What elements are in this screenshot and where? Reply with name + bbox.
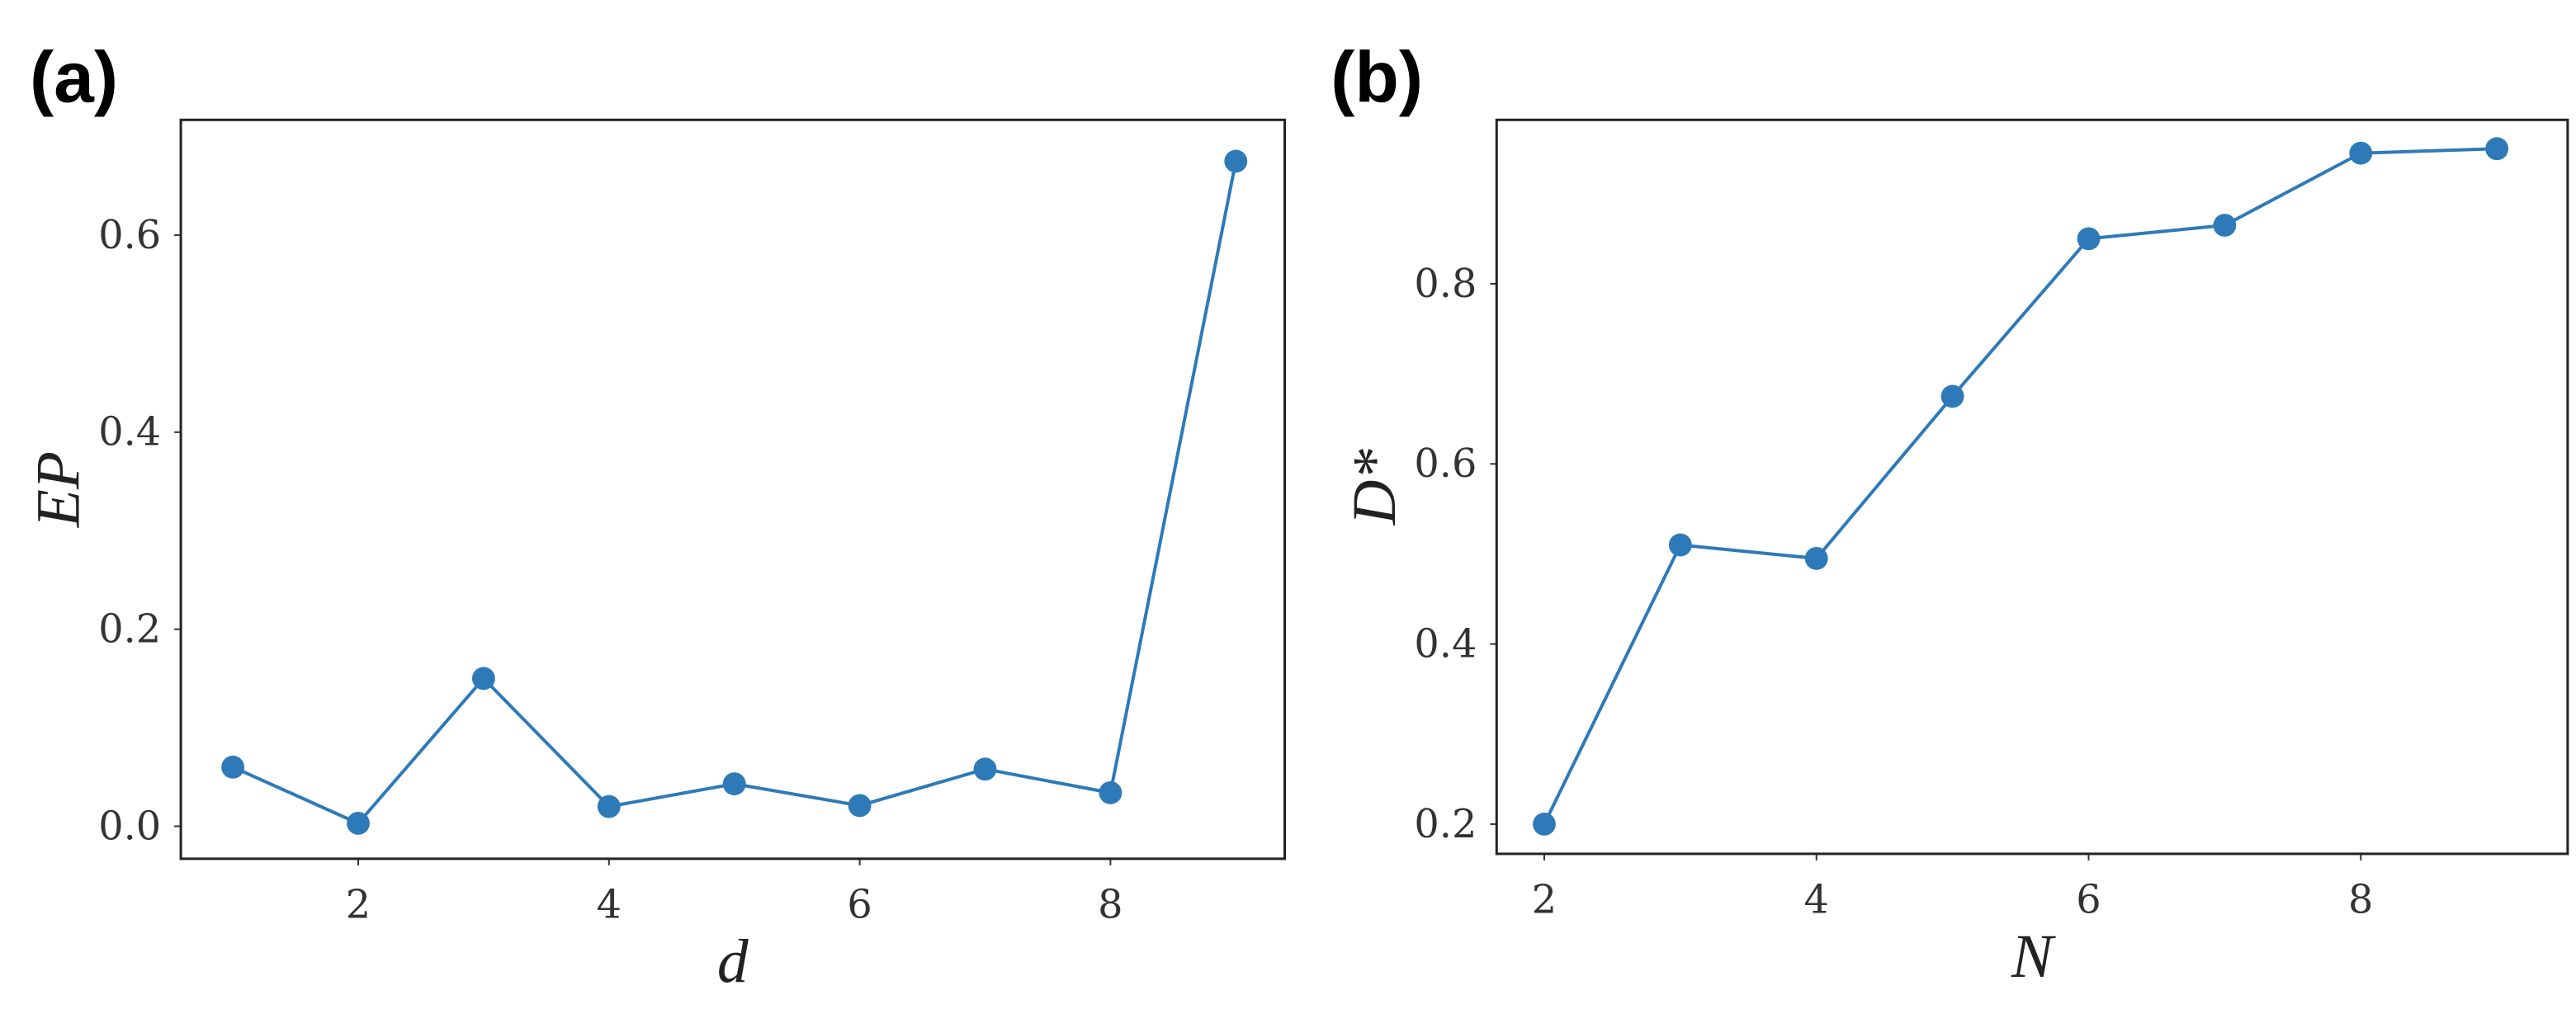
x-tick-label: 2 <box>1532 878 1557 923</box>
x-axis-label: d <box>717 927 749 996</box>
y-tick-label: 0.6 <box>1414 441 1477 487</box>
marker <box>2485 137 2509 161</box>
marker <box>1533 812 1556 836</box>
y-axis-label: EP <box>25 451 93 528</box>
marker <box>1668 533 1692 557</box>
marker <box>597 794 621 818</box>
x-tick-label: 4 <box>1804 878 1829 923</box>
marker <box>221 755 245 779</box>
y-tick-label: 0.2 <box>98 607 161 653</box>
marker <box>2213 214 2237 237</box>
marker <box>1940 384 1964 408</box>
panel-label: (a) <box>30 36 118 117</box>
y-tick-label: 0.4 <box>98 410 161 455</box>
y-tick-label: 0.2 <box>1414 802 1477 847</box>
y-axis-label: D* <box>1340 449 1409 526</box>
marker <box>347 811 370 835</box>
x-tick-label: 6 <box>847 883 872 928</box>
y-tick-label: 0.4 <box>1414 622 1477 667</box>
x-tick-label: 2 <box>346 883 371 928</box>
marker <box>722 772 746 796</box>
marker <box>2349 141 2373 165</box>
panel-label: (b) <box>1331 36 1423 117</box>
y-tick-label: 0.6 <box>98 213 161 258</box>
x-tick-label: 8 <box>1098 883 1123 928</box>
plot-frame <box>1495 118 2569 856</box>
x-axis-label: N <box>2011 922 2056 991</box>
marker <box>1804 546 1828 570</box>
marker <box>471 667 495 691</box>
x-tick-label: 8 <box>2348 878 2373 923</box>
marker <box>1099 780 1123 804</box>
x-tick-label: 6 <box>2076 878 2101 923</box>
line <box>1543 147 2498 825</box>
marker <box>2077 227 2101 251</box>
y-tick-label: 0.0 <box>98 804 161 849</box>
marker <box>1224 149 1248 173</box>
x-tick-label: 4 <box>597 883 622 928</box>
plot-frame <box>179 118 1287 860</box>
marker <box>848 794 872 818</box>
y-tick-label: 0.8 <box>1414 262 1477 307</box>
marker <box>973 757 997 781</box>
line <box>232 161 1238 826</box>
